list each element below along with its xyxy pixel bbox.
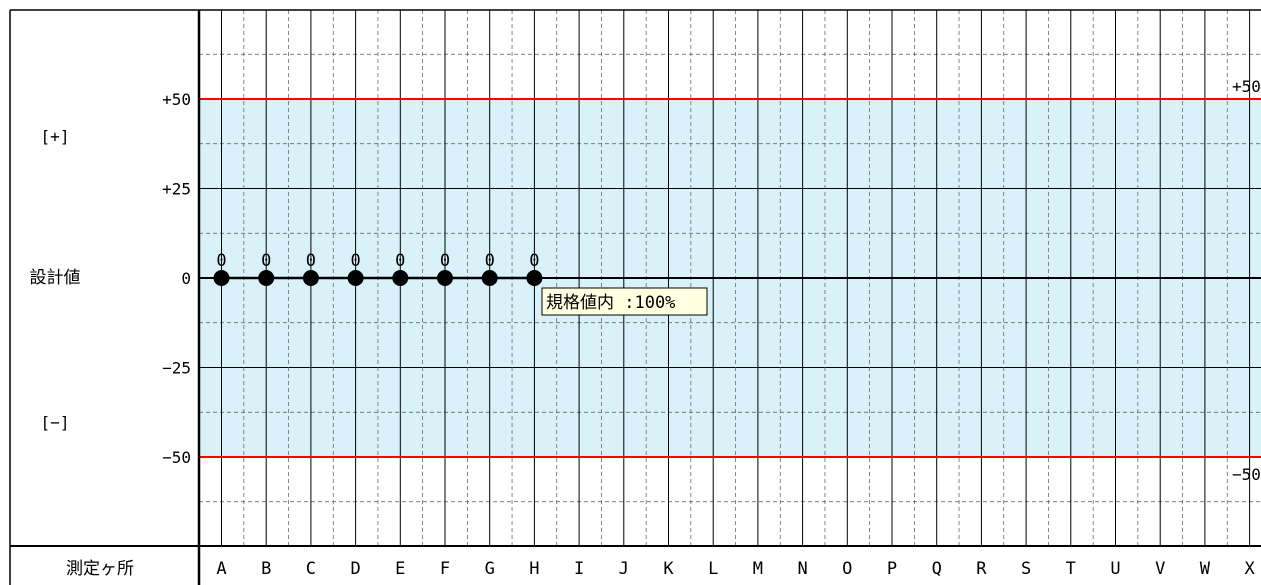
- x-tick-label: O: [842, 559, 852, 579]
- plus-side-label: [+]: [41, 127, 70, 146]
- data-point: [481, 270, 498, 286]
- x-tick-label: W: [1200, 559, 1211, 579]
- x-tick-label: Q: [932, 559, 942, 579]
- data-label: 0: [216, 251, 226, 271]
- data-label: 0: [395, 251, 405, 271]
- x-tick-label: P: [887, 559, 897, 579]
- x-tick-label: G: [485, 559, 495, 579]
- x-tick-label: D: [350, 559, 360, 579]
- x-tick-label: M: [753, 559, 763, 579]
- x-tick-label: V: [1155, 559, 1165, 579]
- series-line: 0 0 0 0 0 0 0 0: [213, 251, 543, 286]
- data-label: 0: [440, 251, 450, 271]
- data-point: [302, 270, 319, 286]
- x-tick-label: N: [797, 559, 807, 579]
- x-tick-label: A: [216, 559, 226, 579]
- data-label: 0: [485, 251, 495, 271]
- data-label: 0: [529, 251, 539, 271]
- x-tick-label: B: [261, 559, 271, 579]
- x-tick-label: J: [619, 559, 629, 579]
- x-tick-label: E: [395, 559, 405, 579]
- upper-limit-label: +50: [1232, 77, 1261, 96]
- y-tick-labels: +50 +25 0 −25 −50: [162, 90, 191, 467]
- annotation-box: [541, 287, 708, 316]
- minus-side-label: [−]: [41, 413, 70, 432]
- lower-limit-label: −50: [1232, 465, 1261, 484]
- data-point: [347, 270, 364, 286]
- x-tick-label: U: [1110, 559, 1120, 579]
- x-axis-label: 測定ヶ所: [66, 559, 134, 579]
- x-tick-label: S: [1021, 559, 1031, 579]
- y-tick-label: −50: [162, 448, 191, 467]
- data-point: [526, 270, 543, 286]
- x-tick-labels: A B C D E F G H I J K L M N O P Q R S T U V W X: [216, 559, 1255, 579]
- x-tick-label: L: [708, 559, 718, 579]
- data-point: [437, 270, 453, 286]
- x-tick-label: H: [529, 559, 539, 579]
- x-tick-label: I: [574, 559, 584, 579]
- data-label: 0: [306, 251, 316, 271]
- x-tick-label: T: [1066, 559, 1076, 579]
- y-tick-label: 0: [181, 269, 191, 288]
- data-label: 0: [261, 251, 271, 271]
- y-tick-label: −25: [162, 359, 191, 378]
- y-tick-label: +25: [162, 180, 191, 199]
- x-tick-label: X: [1244, 559, 1255, 579]
- data-point: [258, 270, 275, 286]
- x-tick-label: F: [440, 559, 450, 579]
- x-tick-label: C: [306, 559, 316, 579]
- data-point: [213, 270, 230, 286]
- y-tick-label: +50: [162, 90, 191, 109]
- data-point: [392, 270, 409, 286]
- x-tick-label: R: [976, 559, 987, 579]
- x-tick-label: K: [663, 559, 674, 579]
- y-axis-label: 設計値: [30, 268, 81, 288]
- annotation-text: 規格値内 :100%: [546, 293, 675, 313]
- data-label: 0: [350, 251, 360, 271]
